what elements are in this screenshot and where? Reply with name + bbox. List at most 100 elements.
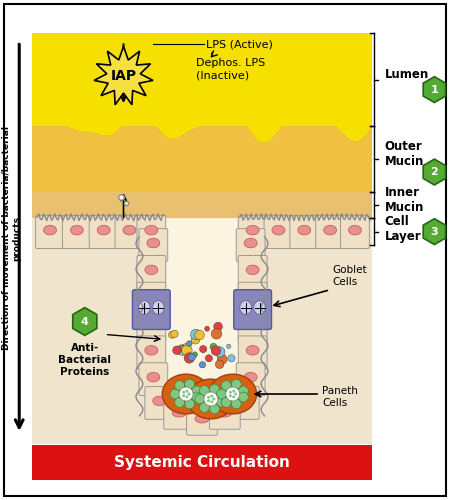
Circle shape <box>215 347 225 357</box>
Text: 2: 2 <box>431 167 438 177</box>
FancyBboxPatch shape <box>164 400 194 430</box>
Bar <box>32 126 372 192</box>
Circle shape <box>210 344 217 350</box>
Circle shape <box>229 394 232 398</box>
FancyBboxPatch shape <box>137 256 166 288</box>
FancyBboxPatch shape <box>209 400 240 430</box>
Bar <box>32 444 372 480</box>
Text: Outer
Mucin: Outer Mucin <box>385 140 424 168</box>
Circle shape <box>231 399 241 409</box>
Circle shape <box>188 392 190 396</box>
Polygon shape <box>423 76 445 102</box>
Ellipse shape <box>123 226 136 235</box>
Text: 3: 3 <box>431 226 438 236</box>
Ellipse shape <box>145 226 158 235</box>
Circle shape <box>182 344 190 352</box>
Circle shape <box>212 398 216 400</box>
Ellipse shape <box>195 414 209 423</box>
Text: Paneth
Cells: Paneth Cells <box>322 386 358 408</box>
Circle shape <box>221 398 231 407</box>
FancyBboxPatch shape <box>264 216 293 248</box>
Ellipse shape <box>209 374 257 414</box>
Circle shape <box>182 394 185 398</box>
Ellipse shape <box>348 226 361 235</box>
Ellipse shape <box>246 346 259 355</box>
Circle shape <box>216 397 226 407</box>
Circle shape <box>185 390 189 392</box>
Circle shape <box>199 362 206 368</box>
Ellipse shape <box>97 226 110 235</box>
Circle shape <box>186 340 192 346</box>
Circle shape <box>227 344 231 348</box>
Ellipse shape <box>70 226 84 235</box>
Ellipse shape <box>138 300 150 314</box>
Ellipse shape <box>187 379 235 419</box>
Text: Inner
Mucin: Inner Mucin <box>385 186 424 214</box>
Circle shape <box>234 392 237 396</box>
Circle shape <box>205 354 212 362</box>
Bar <box>32 192 372 218</box>
Ellipse shape <box>324 226 337 235</box>
Ellipse shape <box>244 372 257 382</box>
Circle shape <box>217 354 227 364</box>
Circle shape <box>211 346 220 356</box>
Ellipse shape <box>238 396 251 406</box>
Circle shape <box>173 346 181 354</box>
Ellipse shape <box>147 372 160 382</box>
Circle shape <box>214 322 222 331</box>
Ellipse shape <box>152 300 164 314</box>
Circle shape <box>232 390 235 392</box>
Circle shape <box>210 384 220 394</box>
FancyBboxPatch shape <box>132 290 170 330</box>
Circle shape <box>211 328 222 339</box>
FancyBboxPatch shape <box>238 309 267 342</box>
Circle shape <box>168 332 176 338</box>
Circle shape <box>175 380 185 390</box>
Text: Anti-
Bacterial
Proteins: Anti- Bacterial Proteins <box>58 344 111 376</box>
FancyBboxPatch shape <box>137 216 166 248</box>
Circle shape <box>228 354 235 362</box>
Text: Dephos. LPS
(Inactive): Dephos. LPS (Inactive) <box>196 58 265 80</box>
Polygon shape <box>94 46 153 105</box>
Polygon shape <box>159 218 245 416</box>
Circle shape <box>171 330 178 338</box>
Text: 4: 4 <box>81 316 89 326</box>
Text: Cell
Layer: Cell Layer <box>385 214 421 242</box>
Circle shape <box>229 391 232 394</box>
FancyBboxPatch shape <box>238 256 267 288</box>
Bar <box>32 34 372 126</box>
FancyBboxPatch shape <box>139 228 168 262</box>
Bar <box>32 218 372 444</box>
Circle shape <box>199 402 209 412</box>
Ellipse shape <box>145 292 158 302</box>
Circle shape <box>217 389 227 399</box>
Ellipse shape <box>145 265 158 274</box>
Text: Lumen: Lumen <box>385 68 429 81</box>
Ellipse shape <box>145 318 158 328</box>
FancyBboxPatch shape <box>35 216 64 248</box>
Circle shape <box>179 387 193 401</box>
Circle shape <box>185 379 194 389</box>
FancyBboxPatch shape <box>238 216 267 248</box>
Circle shape <box>210 404 220 414</box>
Ellipse shape <box>272 226 285 235</box>
FancyBboxPatch shape <box>340 216 370 248</box>
FancyBboxPatch shape <box>187 406 217 435</box>
Circle shape <box>177 345 187 356</box>
Circle shape <box>226 387 240 401</box>
Ellipse shape <box>153 396 166 406</box>
Circle shape <box>199 346 207 352</box>
Ellipse shape <box>298 226 311 235</box>
Ellipse shape <box>218 409 232 417</box>
FancyBboxPatch shape <box>230 386 259 420</box>
Text: Systemic Circulation: Systemic Circulation <box>114 455 290 470</box>
Circle shape <box>187 356 191 361</box>
Circle shape <box>238 386 248 396</box>
FancyArrowPatch shape <box>211 51 217 57</box>
FancyBboxPatch shape <box>139 362 168 396</box>
Circle shape <box>185 396 189 398</box>
Circle shape <box>181 345 192 356</box>
Polygon shape <box>423 159 445 185</box>
Ellipse shape <box>246 265 259 274</box>
Circle shape <box>195 330 204 340</box>
